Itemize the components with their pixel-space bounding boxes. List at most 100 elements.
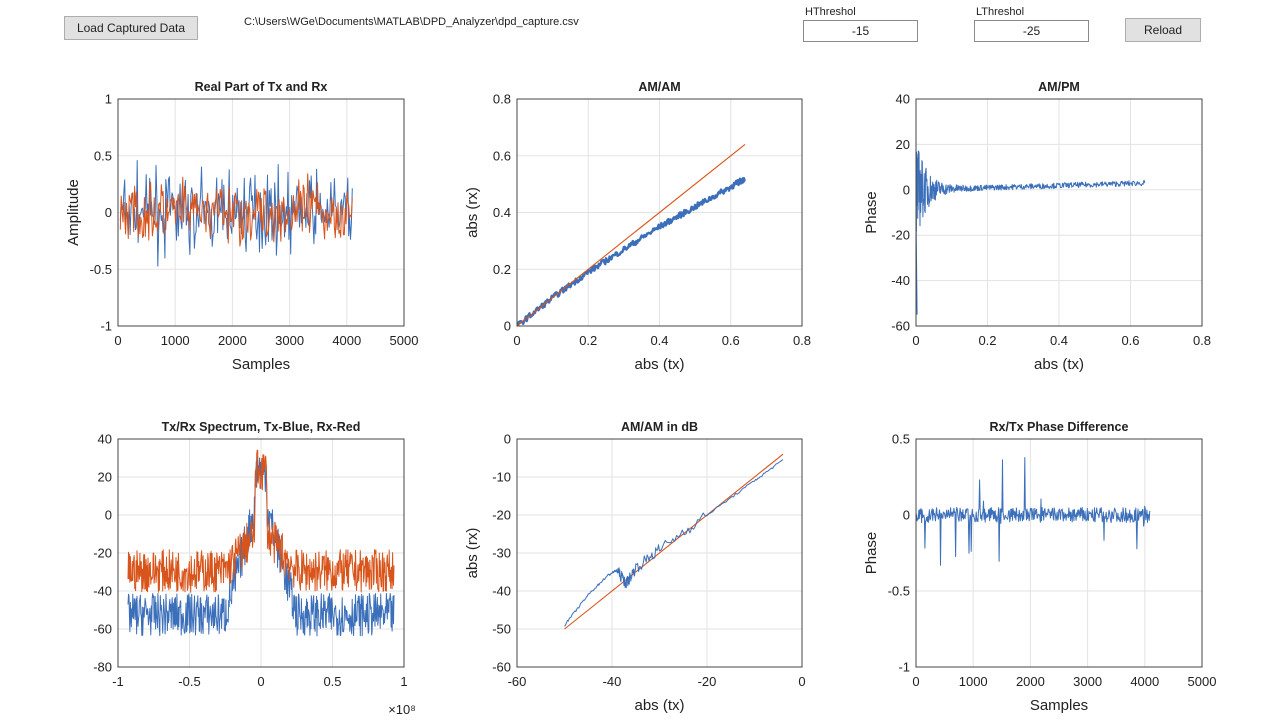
chart-phasediff: 0 1000 2000 3000 4000 5000 -1 -0.5 0 0.5 Rx/Tx Pha… [863,420,1216,714]
series-group [916,150,1146,315]
x-tick-label: 0 [257,674,264,689]
series-phasediff-diff [916,457,1151,660]
x-tick-label: -40 [603,674,622,689]
series-group [916,457,1151,660]
chart-ampm: 0 0.2 0.4 0.6 0.8 -60 -40 -20 0 20 40 AM/PM abs (tx)… [863,80,1211,373]
series-real-tx [119,160,353,267]
chart-title: Rx/Tx Phase Difference [990,420,1129,434]
chart-title: AM/PM [1038,80,1080,94]
x-tick-label: 0.4 [650,333,668,348]
y-tick-label: 0.2 [493,262,511,277]
series-spectrum-rx [127,449,395,593]
axes-box [117,438,405,668]
series-group [564,453,784,630]
y-axis-label: abs (rx) [464,528,481,579]
chart-real: 0 1000 2000 3000 4000 5000 -1 -0.5 0 0.5 1 Real Par… [65,80,418,373]
x-tick-label: 0.8 [1193,333,1211,348]
load-captured-data-button[interactable]: Load Captured Data [64,16,198,40]
chart-spectrum: -1 -0.5 0 0.5 1 -80 -60 -40 -20 0 20 40 Tx/Rx Spectr… [93,420,416,717]
y-axis-label: Phase [863,532,880,575]
x-axis-label: Samples [232,356,290,373]
x-multiplier-label: ×10⁸ [388,702,416,717]
y-tick-label: 40 [98,432,112,447]
y-tick-label: 0 [504,319,511,334]
y-tick-label: -0.5 [888,584,910,599]
x-axis-label: abs (tx) [634,356,684,373]
y-tick-label: -80 [93,660,112,675]
series-amam-ideal [517,143,746,326]
y-tick-label: -60 [93,622,112,637]
x-tick-label: 4000 [332,333,361,348]
x-tick-label: 0 [513,333,520,348]
chart-title: Tx/Rx Spectrum, Tx-Blue, Rx-Red [162,420,361,434]
lthreshold-input[interactable] [974,20,1089,42]
y-tick-label: 1 [105,92,112,107]
y-tick-label: 0.6 [493,148,511,163]
series-group [517,143,746,326]
series-amamdb-ideal [564,453,784,630]
y-tick-label: 0 [504,432,511,447]
x-axis-label: abs (tx) [634,697,684,714]
chart-amam: 0 0.2 0.4 0.6 0.8 0 0.2 0.4 0.6 0.8 AM/AM abs (tx) a… [464,80,811,373]
y-tick-label: -1 [898,660,910,675]
x-tick-label: 3000 [1073,674,1102,689]
axes-box [516,438,803,668]
y-tick-label: -20 [492,508,511,523]
x-axis-label: abs (tx) [1034,356,1084,373]
x-tick-label: 1000 [959,674,988,689]
y-tick-label: -20 [93,546,112,561]
y-tick-label: -30 [492,546,511,561]
y-tick-label: 0 [903,508,910,523]
y-tick-label: -40 [492,584,511,599]
file-path-label: C:\Users\WGe\Documents\MATLAB\DPD_Analyz… [244,16,579,28]
series-group [127,449,395,637]
x-tick-label: 5000 [1188,674,1217,689]
y-tick-label: 0 [903,182,910,197]
reload-button[interactable]: Reload [1125,18,1201,42]
x-tick-label: 2000 [1016,674,1045,689]
axes-box [915,438,1203,668]
lthreshold-label: LThreshol [976,6,1025,18]
chart-title: Real Part of Tx and Rx [195,80,328,94]
plot-area [916,439,1202,667]
series-amamdb-measured [564,459,784,627]
x-tick-label: -60 [508,674,527,689]
x-tick-label: -1 [112,674,124,689]
y-axis-label: abs (rx) [464,187,481,238]
y-tick-label: -60 [891,319,910,334]
y-tick-label: -60 [492,660,511,675]
x-tick-label: 0.5 [323,674,341,689]
x-tick-label: 3000 [275,333,304,348]
series-group [119,160,353,267]
y-tick-label: 0.5 [892,432,910,447]
x-tick-label: -0.5 [178,674,200,689]
x-tick-label: 0.2 [579,333,597,348]
y-tick-label: -20 [891,228,910,243]
chart-amamdb: -60 -40 -20 0 -60 -50 -40 -30 -20 -10 0 AM/AM in dB… [464,420,806,714]
x-axis-label: Samples [1030,697,1088,714]
series-ampm-phase [916,150,1146,315]
x-tick-label: 5000 [390,333,419,348]
x-tick-label: 0.6 [1121,333,1139,348]
hthreshold-input[interactable] [803,20,918,42]
y-tick-label: -10 [492,470,511,485]
x-tick-label: 0.2 [978,333,996,348]
series-real-rx [119,173,353,247]
x-tick-label: 4000 [1130,674,1159,689]
y-tick-label: -0.5 [90,262,112,277]
hthreshold-label: HThreshol [805,6,856,18]
x-tick-label: 0.6 [722,333,740,348]
y-tick-label: -40 [93,584,112,599]
y-tick-label: 40 [896,92,910,107]
axes-box [117,98,405,327]
y-tick-label: 0 [105,205,112,220]
x-tick-label: -20 [698,674,717,689]
y-tick-label: 0.4 [493,205,511,220]
x-tick-label: 0 [912,333,919,348]
x-tick-label: 0 [798,674,805,689]
y-tick-label: 20 [896,137,910,152]
y-tick-label: 20 [98,470,112,485]
axes-box [915,98,1203,327]
y-tick-label: 0 [105,508,112,523]
